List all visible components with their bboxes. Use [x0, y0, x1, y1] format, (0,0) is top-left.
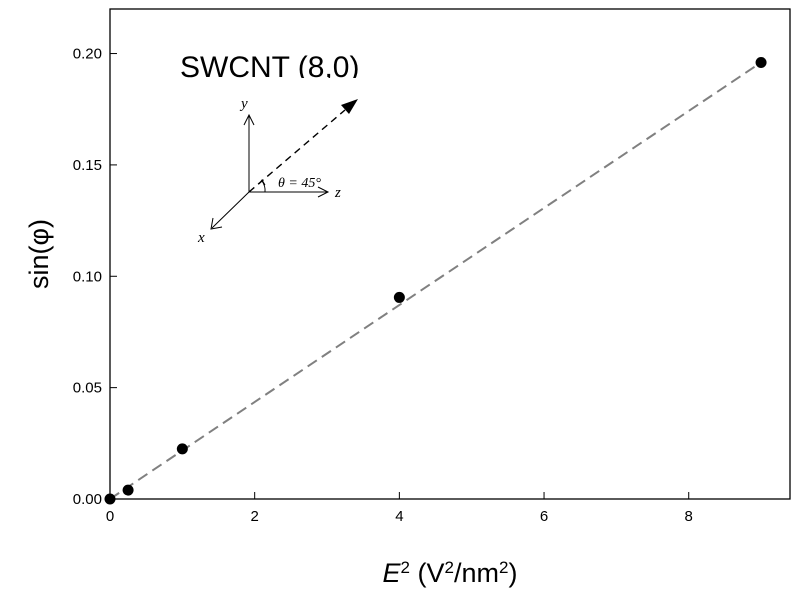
x-tick-label: 4: [395, 508, 403, 525]
angle-arc-arrowhead: [258, 179, 266, 186]
y-tick-label: 0.10: [73, 268, 102, 285]
y-axis-title: sin(φ): [24, 219, 54, 289]
inset-background: [184, 78, 396, 246]
x-tick-label: 8: [685, 508, 693, 525]
plot-frame: [109, 8, 791, 500]
x-title-sup: 2: [401, 558, 410, 577]
x-tick-label: 2: [251, 508, 259, 525]
x-title-units-open: (V: [410, 558, 445, 588]
y-tick-label: 0.05: [73, 380, 102, 397]
angle-arc: [261, 180, 266, 193]
fit-line: [109, 61, 762, 500]
inset-z-label: z: [334, 185, 341, 201]
data-points: [104, 56, 767, 505]
x-title-units-sup1: 2: [445, 558, 454, 577]
y-tick-label: 0.15: [73, 157, 102, 174]
data-point: [104, 493, 116, 505]
x-title-units-mid: /nm: [454, 558, 499, 588]
data-point: [755, 56, 767, 68]
field-direction-arrowhead: [341, 99, 358, 114]
x-tick-label: 0: [106, 508, 114, 525]
data-point: [122, 484, 134, 496]
data-point: [393, 291, 405, 303]
x-title-units-sup2: 2: [499, 558, 508, 577]
inset-y-label: y: [239, 96, 248, 112]
x-tick-label: 6: [540, 508, 548, 525]
inset-x-label: x: [197, 230, 205, 246]
coordinate-inset: y z x θ = 45°: [184, 78, 396, 246]
y-axis-ticks: 0.00 0.05 0.10 0.15 0.20: [73, 46, 117, 508]
inset-x-axis: [211, 191, 250, 229]
angle-label: θ = 45°: [278, 176, 321, 191]
inset-x-arrowhead: [210, 217, 223, 230]
x-axis-ticks: 0 2 4 6 8: [106, 492, 693, 525]
x-title-base: E: [383, 558, 402, 588]
inset-z-arrowhead: [317, 186, 330, 198]
y-tick-label: 0.00: [73, 491, 102, 508]
data-point: [176, 443, 188, 455]
field-direction-arrow: [248, 109, 346, 193]
x-title-units-close: ): [508, 558, 517, 588]
y-tick-label: 0.20: [73, 46, 102, 63]
x-axis-title: E2 (V2/nm2): [383, 558, 518, 589]
inset-y-arrowhead: [243, 113, 255, 126]
fit-line-group: [109, 61, 762, 500]
